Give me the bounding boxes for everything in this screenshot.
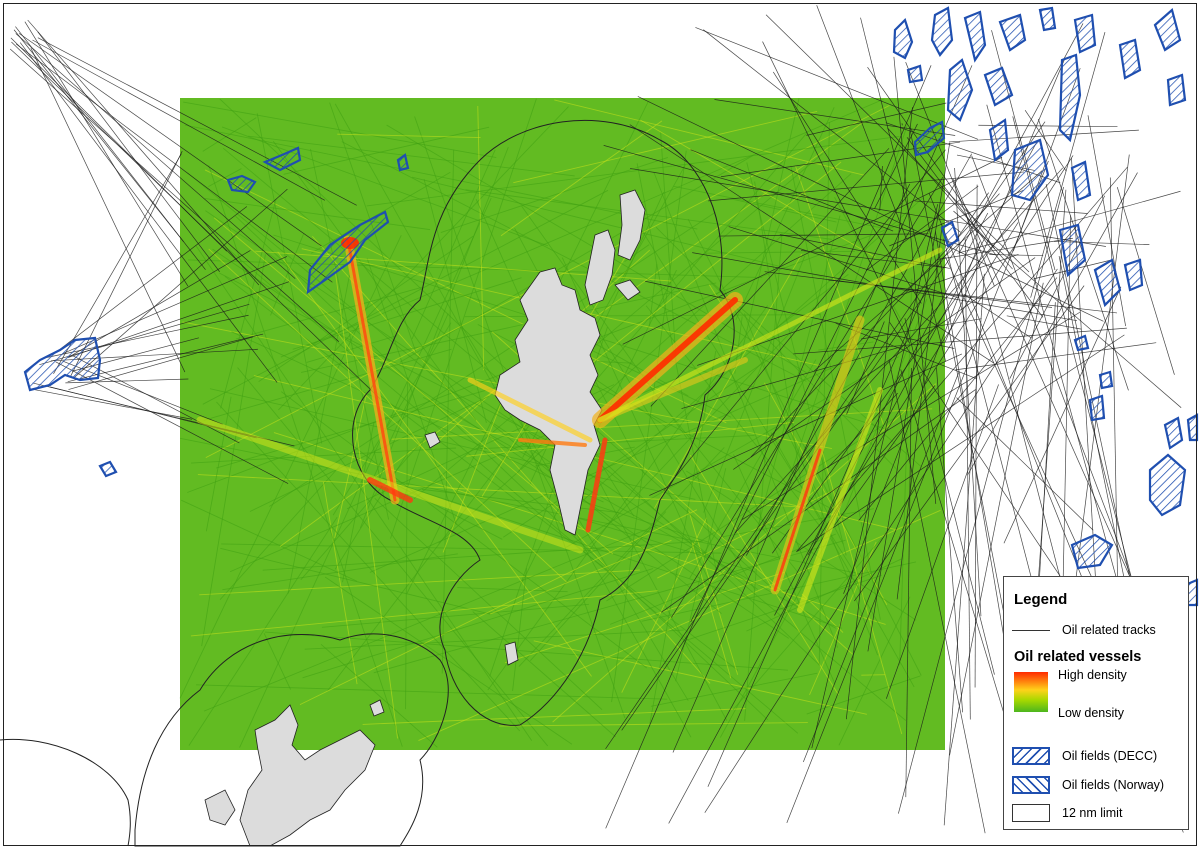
map-legend: Legend Oil related tracks Oil related ve…	[1003, 576, 1189, 830]
track-line-swatch	[1012, 629, 1050, 631]
12nm-limit	[0, 119, 735, 847]
high-density-label: High density	[1058, 668, 1127, 682]
tracks-label: Oil related tracks	[1062, 623, 1156, 637]
low-density-label: Low density	[1058, 706, 1125, 720]
vessel-density-tracks	[179, 98, 941, 748]
norway-label: Oil fields (Norway)	[1062, 778, 1165, 792]
legend-row-norway: Oil fields (Norway)	[1012, 776, 1164, 794]
12nm-swatch	[1012, 804, 1050, 822]
decc-label: Oil fields (DECC)	[1062, 749, 1158, 763]
oil-fields	[23, 6, 1199, 607]
land	[204, 189, 646, 847]
legend-title: Legend	[1014, 591, 1068, 608]
legend-row-decc: Oil fields (DECC)	[1012, 747, 1157, 765]
decc-hatch-swatch	[1012, 747, 1050, 765]
density-gradient-swatch	[1014, 672, 1048, 712]
legend-row-12nm: 12 nm limit	[1012, 804, 1122, 822]
12nm-label: 12 nm limit	[1062, 806, 1123, 820]
norway-hatch-swatch	[1012, 776, 1050, 794]
legend-row-tracks: Oil related tracks	[1012, 623, 1156, 637]
vessels-heading: Oil related vessels	[1014, 649, 1142, 665]
